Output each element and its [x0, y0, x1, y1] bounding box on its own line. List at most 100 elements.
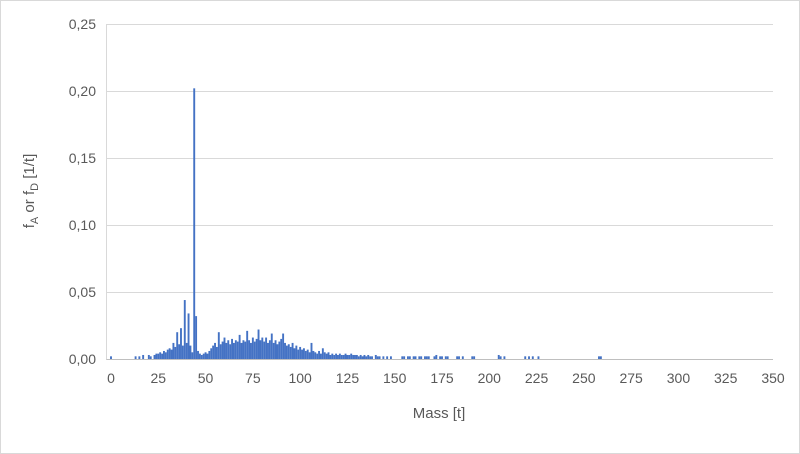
bar — [147, 354, 150, 359]
bar — [187, 313, 190, 359]
bar — [528, 356, 530, 359]
bar — [278, 341, 281, 359]
bar — [435, 354, 438, 359]
bar — [331, 353, 334, 359]
bar — [333, 354, 336, 359]
bar — [259, 340, 262, 359]
bar — [214, 342, 216, 359]
bar — [412, 356, 415, 359]
bar — [471, 356, 474, 359]
bar — [242, 340, 245, 359]
x-tick-label: 300 — [666, 370, 691, 386]
x-tick-label: 0 — [107, 370, 115, 386]
bar — [531, 356, 534, 359]
x-tick-label: 150 — [383, 370, 407, 386]
bar — [297, 349, 300, 359]
bar — [217, 332, 220, 359]
bar — [268, 340, 271, 359]
bar — [301, 349, 303, 359]
bar — [365, 356, 368, 359]
y-tick-label: 0,20 — [68, 83, 96, 99]
bar — [323, 352, 326, 359]
bar — [238, 334, 241, 359]
bar — [289, 346, 292, 359]
bar — [189, 345, 192, 359]
bar — [253, 341, 256, 359]
bar — [306, 349, 309, 359]
bar — [325, 353, 328, 359]
bar — [403, 356, 406, 359]
bar — [352, 354, 355, 359]
x-tick-label: 50 — [197, 370, 214, 386]
x-tick-label: 125 — [335, 370, 360, 386]
bar — [337, 354, 339, 359]
bar — [227, 340, 230, 359]
bar — [255, 338, 258, 359]
bar — [257, 329, 260, 359]
bar — [244, 341, 247, 359]
bar — [272, 342, 275, 359]
bar — [274, 340, 277, 359]
bar — [439, 356, 442, 359]
bar — [270, 333, 273, 359]
bar — [200, 354, 203, 359]
bar — [354, 354, 356, 359]
bar — [219, 344, 222, 359]
bar — [110, 356, 112, 359]
bar — [185, 342, 188, 359]
y-tick-label: 0,10 — [68, 217, 96, 233]
bar — [176, 332, 179, 359]
bar — [456, 356, 459, 359]
y-axis-title-sub-d: D — [29, 182, 41, 191]
bar — [212, 345, 215, 359]
bar — [357, 356, 360, 359]
bar — [308, 352, 311, 359]
x-tick-label: 250 — [572, 370, 596, 386]
bar — [276, 344, 279, 359]
bar — [210, 348, 213, 359]
bar — [371, 356, 373, 359]
bar — [497, 354, 500, 359]
bar — [157, 353, 160, 359]
x-tick-label: 200 — [477, 370, 501, 386]
bar — [198, 353, 201, 359]
bar — [503, 356, 506, 359]
bar — [378, 356, 381, 359]
bar — [376, 356, 379, 359]
bar — [363, 354, 366, 359]
bar — [204, 352, 207, 359]
bar — [348, 354, 351, 359]
bar — [153, 354, 156, 359]
bar — [433, 356, 436, 359]
x-tick-label: 75 — [245, 370, 261, 386]
bar — [172, 342, 175, 359]
bar — [408, 356, 411, 359]
x-tick-label: 25 — [150, 370, 167, 386]
bar — [598, 356, 600, 359]
bar — [174, 346, 177, 359]
y-axis-title-or: or f — [21, 190, 38, 217]
bar — [293, 348, 296, 359]
bar — [282, 333, 285, 359]
bar — [382, 356, 385, 359]
bar — [304, 350, 307, 359]
bar — [229, 344, 232, 359]
bar — [424, 356, 426, 359]
y-tick-label: 0,05 — [68, 284, 96, 300]
bar — [225, 342, 228, 359]
bar — [374, 354, 377, 359]
bar — [367, 354, 370, 359]
x-tick-label: 350 — [761, 370, 785, 386]
bar — [359, 354, 362, 359]
y-tick-label: 0,00 — [68, 351, 96, 367]
bar — [291, 342, 294, 359]
bar — [261, 337, 264, 359]
bar — [401, 356, 404, 359]
bar — [159, 352, 162, 359]
y-tick-label: 0,15 — [68, 150, 96, 166]
bar — [386, 356, 389, 359]
bar — [280, 338, 283, 359]
bar — [361, 356, 364, 359]
bar — [202, 353, 205, 359]
bar — [195, 316, 198, 359]
